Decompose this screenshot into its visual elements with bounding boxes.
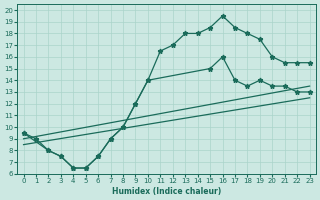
X-axis label: Humidex (Indice chaleur): Humidex (Indice chaleur): [112, 187, 221, 196]
